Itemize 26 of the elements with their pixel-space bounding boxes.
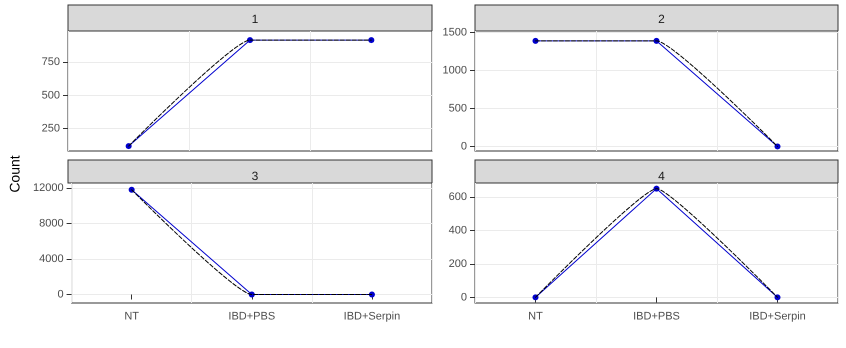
x-tick-label: IBD+PBS bbox=[228, 310, 276, 322]
x-tick-label: NT bbox=[124, 310, 140, 322]
y-tick-label: 500 bbox=[42, 89, 60, 102]
chart-title: 1 bbox=[252, 12, 259, 26]
chart-title: 3 bbox=[252, 169, 259, 183]
y-tick-label: 750 bbox=[42, 56, 60, 68]
y-axis-title: Count bbox=[7, 155, 24, 193]
y-tick-label: 500 bbox=[448, 102, 467, 114]
x-tick-label: NT bbox=[528, 310, 544, 322]
x-tick-label: IBD+Serpin bbox=[749, 310, 806, 322]
y-tick-label: 250 bbox=[42, 122, 60, 135]
y-tick-label: 0 bbox=[57, 288, 64, 300]
y-tick-label: 1500 bbox=[442, 26, 467, 39]
y-tick-label: 200 bbox=[448, 258, 467, 270]
y-tick-label: 1000 bbox=[442, 64, 467, 76]
y-tick-label: 0 bbox=[460, 291, 467, 304]
x-tick-label: IBD+PBS bbox=[633, 310, 680, 322]
chart-title: 4 bbox=[658, 169, 666, 183]
y-tick-label: 8000 bbox=[39, 217, 64, 230]
y-tick-label: 4000 bbox=[39, 252, 64, 265]
chart-title: 2 bbox=[658, 12, 666, 26]
x-tick-label: IBD+Serpin bbox=[344, 310, 400, 322]
y-tick-label: 0 bbox=[460, 140, 467, 152]
y-tick-label: 12000 bbox=[32, 182, 64, 194]
y-tick-label: 600 bbox=[448, 191, 467, 204]
y-tick-label: 400 bbox=[448, 224, 467, 236]
